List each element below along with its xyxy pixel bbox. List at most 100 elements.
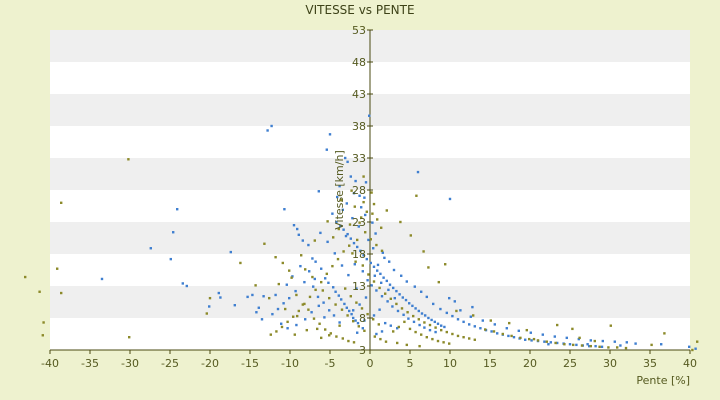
data-point-olive — [357, 325, 360, 328]
data-point-blue — [402, 313, 405, 316]
data-point-blue — [100, 277, 104, 281]
data-point-blue — [169, 257, 172, 261]
data-point-olive — [384, 340, 388, 343]
data-point-olive — [281, 261, 284, 265]
data-point-olive — [418, 344, 421, 348]
data-point-blue — [295, 323, 298, 327]
data-point-blue — [375, 289, 378, 292]
data-point-blue — [316, 295, 320, 299]
data-point-olive — [536, 339, 540, 342]
data-point-blue — [312, 285, 315, 288]
x-tick-label: 35 — [643, 357, 657, 370]
data-point-blue — [334, 290, 337, 293]
data-point-olive — [389, 297, 392, 300]
data-point-blue — [341, 208, 344, 212]
data-point-blue — [396, 327, 399, 330]
data-point-blue — [324, 277, 327, 280]
data-point-blue — [310, 311, 313, 314]
data-point-blue — [291, 275, 294, 278]
data-point-olive — [307, 308, 310, 311]
data-point-olive — [532, 337, 536, 341]
data-point-olive — [492, 330, 496, 333]
data-point-blue — [342, 228, 345, 231]
data-point-blue — [176, 208, 179, 211]
data-point-blue — [283, 208, 286, 211]
data-point-olive — [352, 341, 356, 344]
data-point-blue — [368, 114, 371, 117]
data-point-blue — [364, 213, 367, 217]
data-point-olive — [60, 291, 63, 295]
data-point-olive — [295, 293, 298, 297]
data-point-olive — [336, 257, 340, 261]
data-point-olive — [369, 238, 372, 241]
data-point-olive — [312, 317, 316, 320]
data-point-olive — [397, 325, 400, 329]
data-point-olive — [399, 220, 402, 224]
data-point-olive — [352, 320, 355, 323]
data-point-olive — [335, 335, 338, 338]
data-point-blue — [356, 245, 359, 249]
data-point-blue — [345, 306, 348, 309]
data-point-blue — [366, 279, 369, 282]
data-point-blue — [346, 232, 349, 236]
data-point-blue — [381, 251, 384, 254]
data-point-olive — [38, 290, 41, 293]
data-point-olive — [293, 333, 296, 336]
data-point-blue — [332, 314, 336, 317]
data-point-blue — [423, 326, 426, 329]
data-point-blue — [347, 273, 350, 277]
data-point-blue — [338, 321, 341, 324]
data-point-blue — [345, 202, 348, 205]
data-point-blue — [346, 160, 349, 164]
data-point-blue — [260, 318, 264, 321]
data-point-blue — [411, 304, 414, 308]
data-point-olive — [349, 295, 352, 298]
data-point-olive — [332, 236, 335, 239]
data-point-blue — [634, 342, 637, 345]
data-point-olive — [528, 337, 531, 341]
data-point-blue — [436, 322, 440, 325]
data-point-olive — [328, 296, 331, 300]
data-point-blue — [392, 268, 396, 272]
data-point-blue — [451, 314, 454, 318]
data-point-blue — [276, 307, 280, 311]
data-point-olive — [303, 302, 306, 306]
data-point-olive — [395, 302, 398, 306]
data-point-blue — [547, 343, 550, 346]
data-point-olive — [361, 264, 364, 267]
data-point-olive — [316, 327, 319, 331]
data-point-blue — [361, 327, 364, 330]
data-point-blue — [386, 300, 389, 303]
data-point-olive — [385, 209, 388, 212]
data-point-olive — [324, 328, 327, 331]
data-point-olive — [589, 344, 592, 348]
data-point-olive — [423, 321, 426, 324]
data-point-olive — [325, 272, 328, 276]
data-point-blue — [517, 329, 520, 332]
data-point-olive — [593, 339, 596, 343]
data-point-olive — [362, 175, 365, 178]
data-point-blue — [320, 267, 323, 270]
x-tick-label: -35 — [81, 357, 99, 370]
data-point-olive — [340, 199, 343, 202]
data-point-blue — [384, 321, 387, 325]
data-point-olive — [445, 330, 448, 334]
chart-title: VITESSE vs PENTE — [305, 3, 414, 17]
data-point-olive — [341, 337, 344, 340]
x-tick-label: 0 — [367, 357, 374, 370]
data-point-blue — [428, 328, 432, 332]
data-point-blue — [473, 325, 476, 328]
data-point-blue — [375, 332, 378, 336]
data-point-blue — [326, 240, 329, 244]
data-point-olive — [350, 189, 353, 192]
data-point-blue — [420, 312, 424, 315]
data-point-blue — [344, 234, 348, 238]
data-point-blue — [471, 305, 474, 309]
data-point-olive — [376, 218, 379, 221]
data-point-blue — [575, 343, 578, 347]
data-point-blue — [439, 307, 442, 311]
data-point-blue — [365, 257, 368, 261]
data-point-olive — [580, 344, 584, 347]
data-point-blue — [459, 309, 462, 312]
